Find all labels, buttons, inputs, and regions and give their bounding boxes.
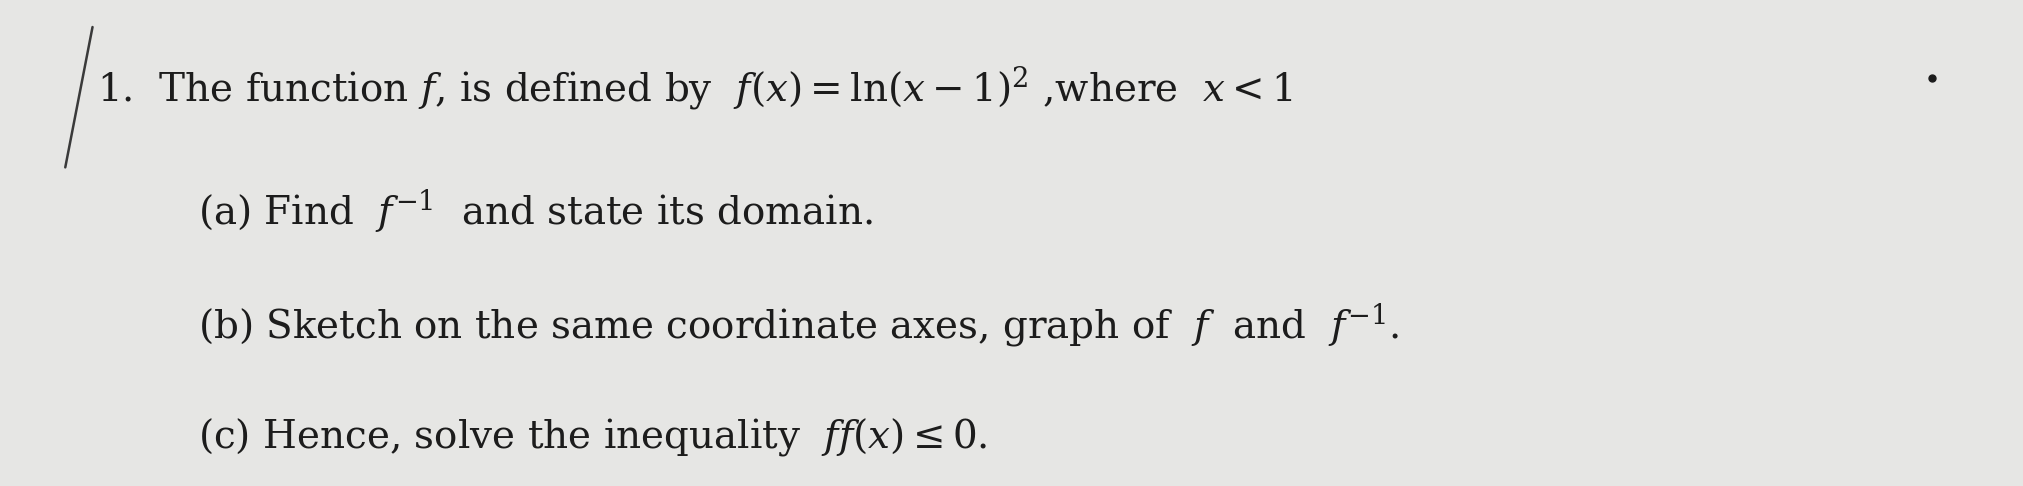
Text: (a) Find  $f^{-1}$  and state its domain.: (a) Find $f^{-1}$ and state its domain. <box>198 188 874 235</box>
Text: 1.  The function $f$, is defined by  $f(x) = \ln(x-1)^2$ ,where  $x < 1$: 1. The function $f$, is defined by $f(x)… <box>97 64 1293 111</box>
Text: (b) Sketch on the same coordinate axes, graph of  $f$  and  $f^{-1}$.: (b) Sketch on the same coordinate axes, … <box>198 302 1400 349</box>
Text: (c) Hence, solve the inequality  $ff(x) \leq 0$.: (c) Hence, solve the inequality $ff(x) \… <box>198 417 987 458</box>
